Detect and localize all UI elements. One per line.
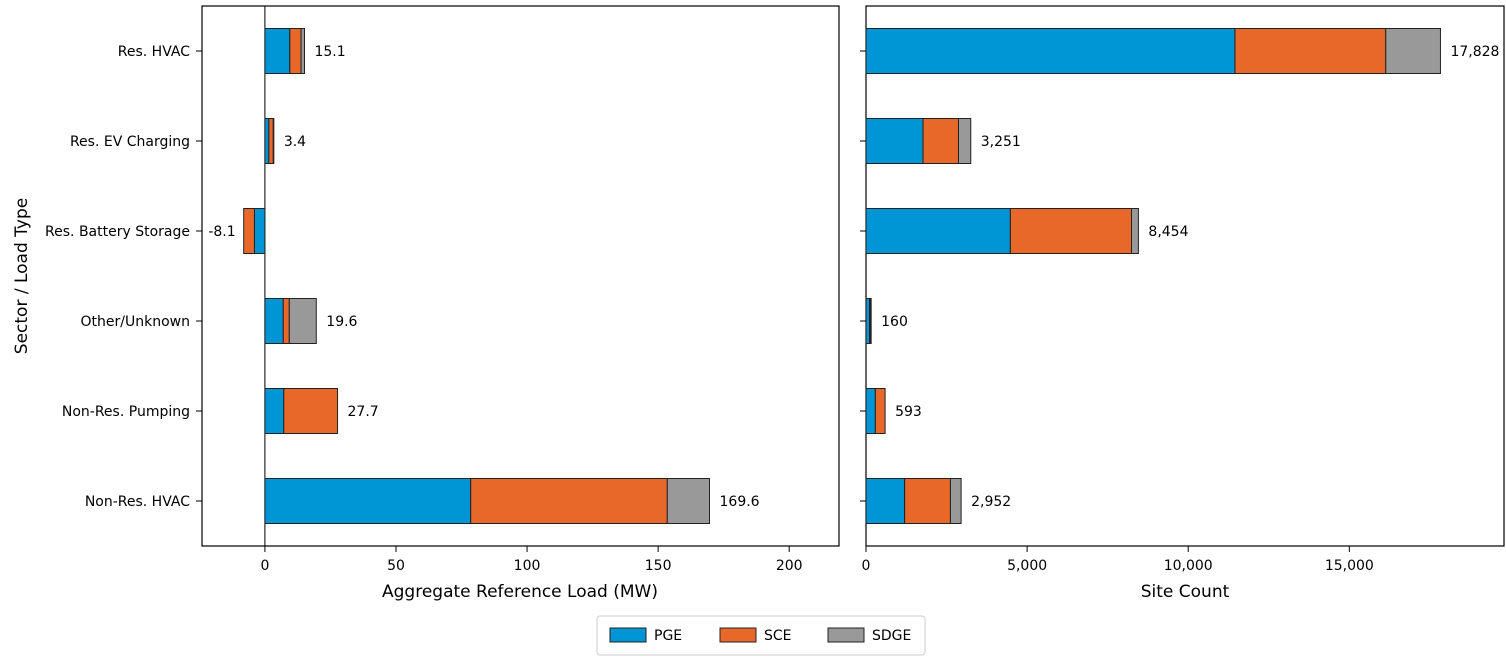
left-y-ticks: Res. HVAC Res. EV Charging Res. Battery St… bbox=[45, 44, 202, 510]
left-x-tick-label-4: 200 bbox=[776, 558, 803, 574]
left-x-tick-label-1: 50 bbox=[387, 558, 405, 574]
left-bar-sdge-1 bbox=[272, 118, 275, 164]
legend-label-sce: SCE bbox=[764, 628, 792, 644]
right-bar-pge-3 bbox=[865, 298, 871, 344]
left-bar-sce-5 bbox=[470, 478, 668, 524]
left-total-labels: 15.1 3.4 -8.1 19.6 27.7 169.6 bbox=[208, 44, 759, 510]
right-total-label-3: 160 bbox=[881, 314, 908, 330]
right-bar-pge-4 bbox=[865, 388, 876, 434]
left-total-label-0: 15.1 bbox=[314, 44, 345, 60]
right-bar-sce-2 bbox=[1009, 208, 1133, 254]
legend: PGE SCE SDGE bbox=[596, 615, 926, 656]
legend-frame bbox=[596, 615, 926, 656]
right-plot-frame bbox=[865, 5, 1505, 547]
right-y-ticks bbox=[860, 50, 866, 502]
legend-swatch-sdge bbox=[827, 627, 865, 643]
left-total-label-4: 27.7 bbox=[348, 404, 379, 420]
left-bars bbox=[243, 6, 711, 546]
left-bar-sce-1 bbox=[268, 118, 274, 164]
right-bar-pge-1 bbox=[865, 118, 924, 164]
right-bar-sdge-1 bbox=[957, 118, 972, 164]
left-bar-sdge-5 bbox=[666, 478, 711, 524]
category-label-0: Res. HVAC bbox=[118, 44, 190, 60]
right-bar-sce-4 bbox=[874, 388, 886, 434]
left-bar-pge-2 bbox=[253, 208, 266, 254]
right-bar-sdge-2 bbox=[1131, 208, 1139, 254]
left-x-axis-title: Aggregate Reference Load (MW) bbox=[382, 582, 658, 602]
left-bar-sdge-0 bbox=[300, 28, 305, 74]
category-label-3: Other/Unknown bbox=[81, 314, 190, 330]
left-plot-frame bbox=[201, 5, 840, 547]
left-bar-pge-5 bbox=[264, 478, 472, 524]
category-label-1: Res. EV Charging bbox=[70, 134, 190, 150]
left-bar-pge-1 bbox=[264, 118, 270, 164]
right-bar-sce-1 bbox=[922, 118, 959, 164]
right-total-label-1: 3,251 bbox=[981, 134, 1021, 150]
left-bar-sce-0 bbox=[289, 28, 302, 74]
right-total-label-2: 8,454 bbox=[1148, 224, 1188, 240]
legend-items: PGE SCE SDGE bbox=[609, 627, 911, 644]
left-bar-sce-3 bbox=[282, 298, 290, 344]
right-total-label-4: 593 bbox=[895, 404, 922, 420]
legend-swatch-pge bbox=[609, 627, 647, 643]
right-bar-pge-0 bbox=[865, 28, 1236, 74]
right-x-tick-label-1: 5,000 bbox=[1007, 558, 1047, 574]
left-bar-pge-3 bbox=[264, 298, 284, 344]
left-x-ticks: 0 50 100 150 200 bbox=[260, 546, 803, 574]
right-panel-sites: 0 5,000 10,000 15,000 17,828 3,251 8,454 160 59… bbox=[860, 5, 1505, 602]
left-total-label-1: 3.4 bbox=[284, 134, 306, 150]
left-total-label-3: 19.6 bbox=[326, 314, 357, 330]
right-x-ticks: 0 5,000 10,000 15,000 bbox=[862, 546, 1374, 574]
category-label-5: Non-Res. HVAC bbox=[85, 494, 190, 510]
left-total-label-5: 169.6 bbox=[720, 494, 760, 510]
left-total-label-2: -8.1 bbox=[208, 224, 235, 240]
right-bar-sdge-3 bbox=[870, 298, 872, 344]
right-bar-sce-0 bbox=[1234, 28, 1387, 74]
right-bar-sdge-0 bbox=[1385, 28, 1441, 74]
left-bar-sdge-3 bbox=[288, 298, 317, 344]
category-label-4: Non-Res. Pumping bbox=[62, 404, 190, 420]
left-x-tick-label-0: 0 bbox=[260, 558, 269, 574]
legend-swatch-sce bbox=[719, 627, 757, 643]
legend-label-pge: PGE bbox=[654, 628, 682, 644]
right-x-tick-label-0: 0 bbox=[862, 558, 871, 574]
category-label-2: Res. Battery Storage bbox=[45, 224, 190, 240]
right-bar-sdge-5 bbox=[949, 478, 962, 524]
left-bar-sce-4 bbox=[283, 388, 339, 434]
left-bar-pge-4 bbox=[264, 388, 285, 434]
left-bar-sce-2 bbox=[243, 208, 255, 254]
right-x-tick-label-3: 15,000 bbox=[1325, 558, 1374, 574]
right-bars bbox=[865, 28, 1441, 524]
y-axis-title: Sector / Load Type bbox=[12, 198, 32, 354]
right-bar-pge-2 bbox=[865, 208, 1011, 254]
right-x-axis-title: Site Count bbox=[1141, 582, 1230, 602]
right-x-tick-label-2: 10,000 bbox=[1164, 558, 1213, 574]
left-x-tick-label-3: 150 bbox=[645, 558, 672, 574]
right-bar-pge-5 bbox=[865, 478, 906, 524]
right-total-label-0: 17,828 bbox=[1450, 44, 1499, 60]
right-total-labels: 17,828 3,251 8,454 160 593 2,952 bbox=[881, 44, 1499, 510]
legend-label-sdge: SDGE bbox=[872, 628, 911, 644]
left-x-tick-label-2: 100 bbox=[514, 558, 541, 574]
left-bar-pge-0 bbox=[264, 28, 291, 74]
right-total-label-5: 2,952 bbox=[971, 494, 1011, 510]
right-bar-sce-5 bbox=[904, 478, 951, 524]
